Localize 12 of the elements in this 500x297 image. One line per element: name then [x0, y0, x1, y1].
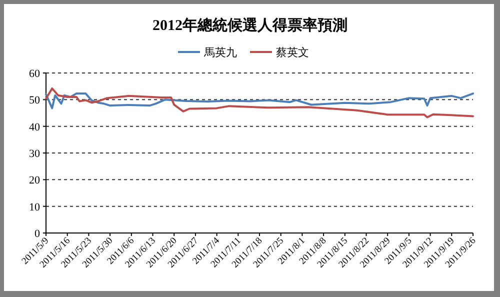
y-tick-label: 20 [29, 174, 40, 187]
y-tick-label: 40 [29, 121, 40, 134]
y-tick-label: 30 [29, 148, 40, 160]
y-tick-label: 50 [29, 94, 40, 107]
line-series [45, 92, 474, 110]
legend-label: 馬英九 [203, 46, 237, 59]
y-tick-label: 0 [34, 228, 40, 240]
line-series [45, 87, 474, 118]
y-tick-label: 10 [29, 201, 40, 214]
legend-label: 蔡英文 [276, 46, 309, 59]
y-tick-label: 60 [29, 68, 40, 80]
chart-title: 2012年總統候選人得票率預測 [152, 16, 348, 34]
